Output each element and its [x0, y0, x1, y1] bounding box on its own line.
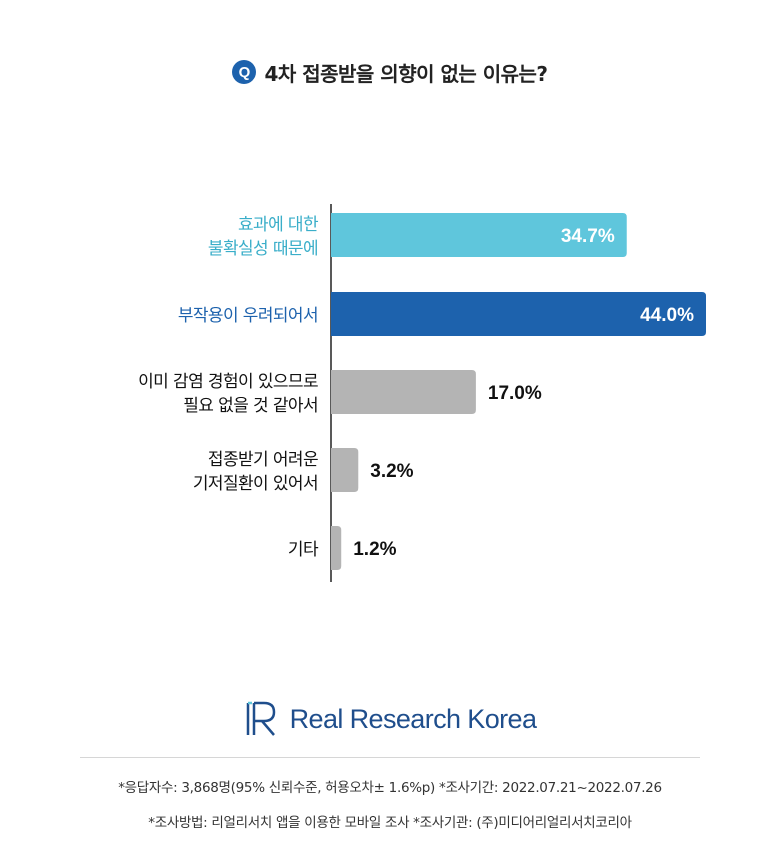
- category-label: 불확실성 때문에: [208, 239, 318, 259]
- bar-value-label: 17.0%: [488, 383, 542, 404]
- footnote-method: *조사방법: 리얼리서치 앱을 이용한 모바일 조사 *조사기관: (주)미디어…: [148, 815, 632, 831]
- question-text: 4차 접종받을 의향이 없는 이유는?: [264, 61, 548, 86]
- bar-value-label: 34.7%: [561, 226, 615, 247]
- footnote-respondents: *응답자수: 3,868명(95% 신뢰수준, 허용오차± 1.6%p) *조사…: [118, 780, 662, 796]
- bar-3: [331, 370, 476, 414]
- brand-logo: Real Research Korea: [0, 696, 780, 742]
- bar-5: [331, 526, 342, 570]
- category-label: 기타: [288, 540, 319, 560]
- bar-4: [331, 448, 359, 492]
- category-label: 부작용이 우려되어서: [178, 306, 318, 326]
- footer-divider: [80, 757, 700, 758]
- bar-2: [331, 292, 706, 336]
- bar-value-label: 44.0%: [640, 305, 694, 326]
- bar-value-label: 3.2%: [370, 461, 413, 482]
- logo-text: Real Research Korea: [289, 703, 537, 734]
- category-label: 필요 없을 것 같아서: [183, 396, 318, 416]
- category-label: 이미 감염 경험이 있으므로: [138, 372, 318, 392]
- bar-1: [331, 213, 627, 257]
- category-label: 기저질환이 있어서: [193, 474, 318, 494]
- category-label: 효과에 대한: [238, 215, 319, 235]
- question-badge: Q: [232, 60, 257, 84]
- real-research-logo-icon: [246, 701, 275, 736]
- chart-title: Q 4차 접종받을 의향이 없는 이유는?: [0, 56, 780, 88]
- bar-value-label: 1.2%: [353, 539, 396, 560]
- category-label: 접종받기 어려운: [208, 450, 318, 470]
